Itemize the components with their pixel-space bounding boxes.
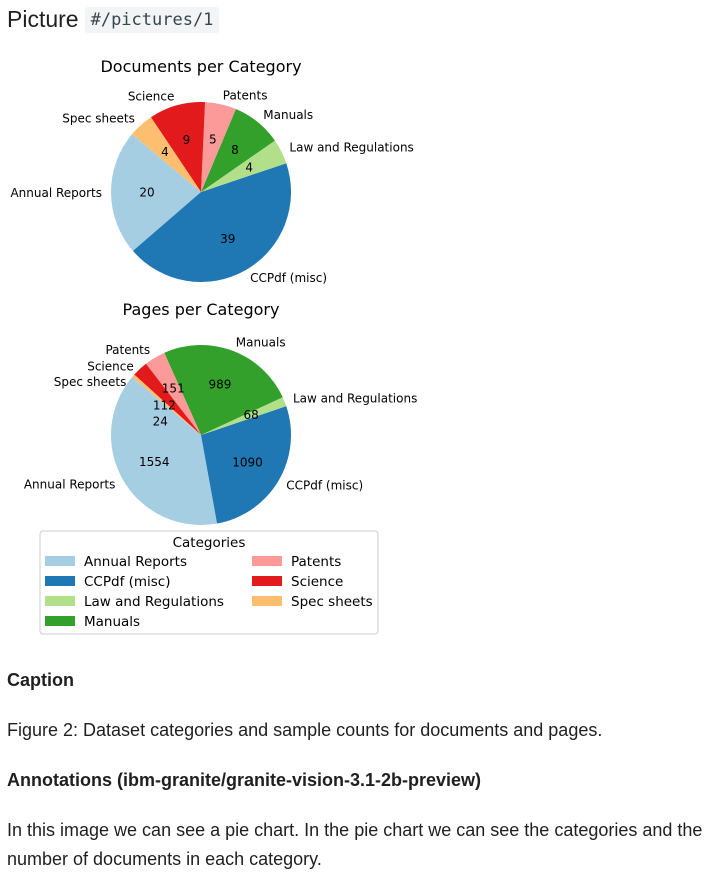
legend-item-label: Law and Regulations <box>84 594 224 610</box>
slice-category-label: Annual Reports <box>24 478 116 492</box>
picture-header: Picture #/pictures/1 <box>7 6 220 33</box>
slice-category-label: Law and Regulations <box>289 140 413 154</box>
slice-category-label: CCPdf (misc) <box>286 478 363 492</box>
slice-category-label: Patents <box>105 343 150 357</box>
pie-slice <box>132 374 201 435</box>
pie-slice <box>134 363 201 435</box>
slice-value-label: 39 <box>220 232 235 246</box>
pie-slice <box>111 377 218 525</box>
legend-item-label: Spec sheets <box>291 594 373 610</box>
slice-category-label: Spec sheets <box>54 375 127 389</box>
slice-value-label: 9 <box>183 133 191 147</box>
legend-item-label: Manuals <box>84 614 140 630</box>
slice-category-label: Patents <box>223 88 268 102</box>
legend-swatch <box>252 556 282 566</box>
pie-slice <box>111 134 201 251</box>
slice-category-label: Spec sheets <box>62 111 135 125</box>
pie-slice <box>201 140 287 192</box>
slice-value-label: 68 <box>244 408 259 422</box>
pie-documents: Annual Reports CCPdf (misc) Law and Regula… <box>10 88 413 285</box>
pie-slice <box>132 117 201 192</box>
annotations-heading: Annotations (ibm-granite/granite-vision-… <box>7 770 482 790</box>
slice-value-label: 1090 <box>232 455 263 469</box>
picture-ref: #/pictures/1 <box>84 6 220 33</box>
picture-label: Picture <box>7 6 79 32</box>
pie-slice <box>201 397 287 435</box>
slice-category-label: Law and Regulations <box>293 391 417 405</box>
pie-slice <box>201 102 236 192</box>
caption-text: Figure 2: Dataset categories and sample … <box>7 720 603 740</box>
chart-title-documents: Documents per Category <box>100 57 301 76</box>
legend-item-label: CCPdf (misc) <box>84 574 171 590</box>
pie-slice <box>150 102 206 192</box>
pie-slice <box>201 109 275 192</box>
slice-value-label: 4 <box>161 145 169 159</box>
chart-title-pages: Pages per Category <box>123 300 280 319</box>
slice-category-label: Science <box>128 90 175 104</box>
slice-value-label: 112 <box>153 398 176 412</box>
legend-swatch <box>45 556 75 566</box>
pie-pages: Annual Reports CCPdf (misc) Law and Regula… <box>24 335 417 525</box>
slice-value-label: 5 <box>209 132 217 146</box>
slice-value-label: 1554 <box>139 455 170 469</box>
slice-category-label: Annual Reports <box>10 186 102 200</box>
caption-heading: Caption <box>7 670 74 690</box>
pie-slice <box>145 352 201 435</box>
legend-item-label: Patents <box>291 554 341 570</box>
slice-category-label: Science <box>87 359 134 373</box>
slice-value-label: 20 <box>139 185 154 199</box>
legend-item-label: Science <box>291 574 343 590</box>
legend-swatch <box>45 576 75 586</box>
legend-swatch <box>252 576 282 586</box>
slice-value-label: 989 <box>208 377 231 391</box>
pie-slice <box>164 345 283 435</box>
legend-title: Categories <box>173 535 246 551</box>
slice-value-label: 24 <box>153 415 168 429</box>
legend-swatch <box>45 596 75 606</box>
slice-category-label: Manuals <box>263 108 313 122</box>
annotations-text: In this image we can see a pie chart. In… <box>7 820 703 869</box>
slice-category-label: Manuals <box>236 335 286 349</box>
pie-slice <box>201 406 292 524</box>
pie-charts-figure: Documents per Category Pages per Categor… <box>10 57 417 635</box>
legend-swatch <box>252 596 282 606</box>
slice-value-label: 8 <box>231 143 239 157</box>
legend: Categories Annual Reports CCPdf (misc) Law… <box>39 530 379 635</box>
legend-item-label: Annual Reports <box>84 554 187 570</box>
pie-slice <box>132 163 291 283</box>
slice-value-label: 151 <box>162 382 185 396</box>
slice-value-label: 4 <box>245 161 253 175</box>
legend-swatch <box>45 616 75 626</box>
slice-category-label: CCPdf (misc) <box>250 271 327 285</box>
